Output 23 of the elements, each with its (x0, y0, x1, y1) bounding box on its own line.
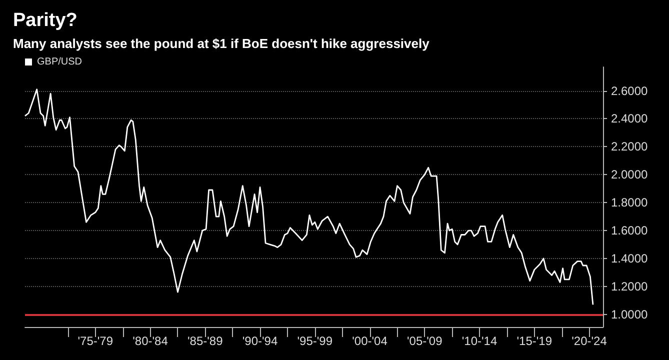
x-tick-label: '90-'94 (242, 334, 278, 348)
x-tick-label: '20-'24 (572, 334, 608, 348)
y-tick-label: 1.4000 (611, 252, 648, 266)
legend-label: GBP/USD (37, 56, 82, 68)
x-tick-label: '85-'89 (187, 334, 224, 348)
x-tick-label: '75-'79 (78, 334, 114, 348)
y-tick-label: 2.4000 (611, 112, 648, 126)
y-tick-label: 1.2000 (611, 279, 648, 294)
x-tick-label: '80-'84 (132, 334, 168, 348)
y-tick-label: 1.8000 (611, 196, 648, 210)
y-tick-label: 1.0000 (611, 307, 648, 322)
x-tick-label: '00-'04 (352, 334, 388, 348)
y-tick-label: 2.6000 (611, 84, 648, 98)
x-tick-label: '15-'19 (516, 334, 552, 348)
y-tick-label: 1.6000 (611, 224, 648, 238)
x-tick-label: '05-'09 (406, 334, 443, 348)
y-tick-label: 2.2000 (611, 140, 648, 154)
line-series (24, 88, 594, 306)
chart-subtitle: Many analysts see the pound at $1 if BoE doesn't hike aggressively (13, 36, 430, 51)
y-tick-label: 2.0000 (611, 168, 648, 182)
x-tick-label: '95-'99 (297, 334, 333, 348)
chart-title: Parity? (13, 10, 78, 31)
x-tick-label: '10-'14 (462, 334, 498, 348)
